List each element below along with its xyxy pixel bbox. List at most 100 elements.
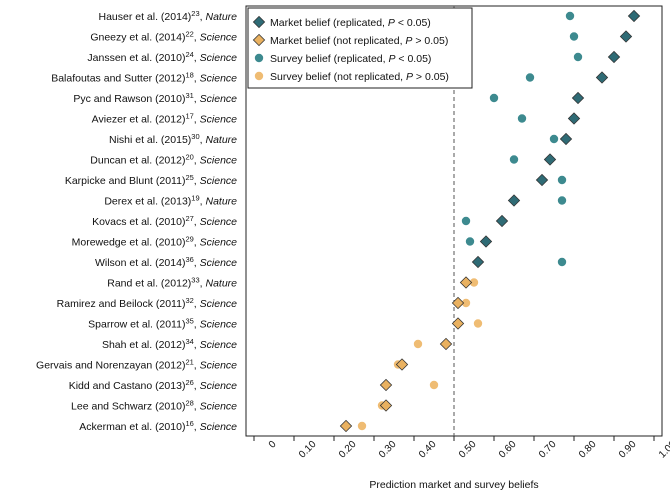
legend-text: Survey belief (replicated, xyxy=(270,53,388,65)
legend-condition: > 0.05) xyxy=(412,35,448,47)
study-separator: , xyxy=(200,277,206,289)
study-ref: 31 xyxy=(185,90,193,99)
market-point xyxy=(619,30,633,43)
market-point xyxy=(451,317,465,330)
study-ref: 21 xyxy=(185,357,193,366)
study-name: Hauser et al. (2014) xyxy=(98,11,191,23)
study-name: Nishi et al. (2015) xyxy=(109,134,191,146)
x-tick-label: 0.40 xyxy=(417,439,439,461)
study-journal: Science xyxy=(200,380,238,392)
x-tick-label: 1.00 xyxy=(657,439,670,461)
study-label: Ramirez and Beilock (2011)32, Science xyxy=(57,295,237,310)
study-separator: , xyxy=(194,400,200,412)
study-journal: Science xyxy=(200,72,238,84)
study-journal: Science xyxy=(200,298,238,310)
x-tick-label: 0.70 xyxy=(537,439,559,461)
study-label: Rand et al. (2012)33, Nature xyxy=(107,275,237,290)
study-journal: Science xyxy=(200,175,238,187)
legend-text: Survey belief (not replicated, xyxy=(270,71,406,83)
market-point xyxy=(451,296,465,310)
study-ref: 34 xyxy=(185,336,193,345)
study-separator: , xyxy=(194,380,200,392)
study-ref: 30 xyxy=(191,131,199,140)
study-ref: 18 xyxy=(185,70,193,79)
survey-point xyxy=(461,216,471,226)
market-point xyxy=(595,71,609,84)
study-journal: Science xyxy=(200,52,238,64)
study-journal: Science xyxy=(200,154,238,166)
legend-label: Survey belief (replicated, P < 0.05) xyxy=(270,53,431,65)
study-separator: , xyxy=(194,257,200,269)
study-ref: 36 xyxy=(185,254,193,263)
x-tick-label: 0.10 xyxy=(297,439,319,461)
study-label: Wilson et al. (2014)36, Science xyxy=(95,254,237,269)
study-label: Sparrow et al. (2011)35, Science xyxy=(88,316,237,331)
data-markers xyxy=(339,9,641,433)
study-journal: Science xyxy=(200,257,238,269)
market-point xyxy=(607,50,621,64)
study-separator: , xyxy=(194,31,200,43)
study-label: Karpicke and Blunt (2011)25, Science xyxy=(65,172,237,187)
study-label: Gervais and Norenzayan (2012)21, Science xyxy=(36,357,237,372)
study-separator: , xyxy=(194,339,200,351)
legend-p: P xyxy=(405,35,412,47)
market-point xyxy=(535,173,549,187)
study-journal: Science xyxy=(200,318,238,330)
study-name: Morewedge et al. (2010) xyxy=(72,236,186,248)
market-point xyxy=(439,337,453,351)
survey-point xyxy=(517,114,527,123)
market-point xyxy=(379,378,393,392)
market-point xyxy=(379,399,393,412)
x-tick-label: 0.80 xyxy=(577,439,599,461)
study-label: Aviezer et al. (2012)17, Science xyxy=(92,111,237,126)
survey-point xyxy=(525,73,535,82)
study-ref: 20 xyxy=(185,152,193,161)
study-separator: , xyxy=(194,93,200,105)
study-ref: 33 xyxy=(191,275,199,284)
study-name: Wilson et al. (2014) xyxy=(95,257,185,269)
study-labels: Hauser et al. (2014)23, Nature Gneezy et … xyxy=(36,8,238,433)
legend-label: Market belief (replicated, P < 0.05) xyxy=(270,17,431,29)
survey-point xyxy=(465,237,475,246)
market-point xyxy=(571,91,585,105)
study-journal: Science xyxy=(200,359,238,371)
study-ref: 24 xyxy=(185,49,193,58)
market-point xyxy=(395,358,409,371)
legend-p: P xyxy=(388,17,395,29)
study-journal: Science xyxy=(200,216,238,228)
study-separator: , xyxy=(194,298,200,310)
study-name: Kidd and Castano (2013) xyxy=(69,380,186,392)
study-journal: Science xyxy=(200,31,238,43)
legend-label: Survey belief (not replicated, P > 0.05) xyxy=(270,71,449,83)
survey-point xyxy=(549,134,559,144)
survey-point xyxy=(473,319,483,328)
study-journal: Science xyxy=(200,113,238,125)
study-separator: , xyxy=(194,52,200,64)
study-journal: Science xyxy=(200,421,238,433)
market-point xyxy=(459,276,473,289)
study-journal: Nature xyxy=(205,134,237,146)
survey-point xyxy=(469,278,479,287)
study-name: Karpicke and Blunt (2011) xyxy=(65,175,186,187)
study-ref: 28 xyxy=(185,398,193,407)
study-label: Shah et al. (2012)34, Science xyxy=(102,336,237,351)
study-separator: , xyxy=(194,421,200,433)
study-journal: Nature xyxy=(205,195,237,207)
survey-point xyxy=(461,298,471,308)
study-label: Ackerman et al. (2010)16, Science xyxy=(79,418,237,433)
study-ref: 17 xyxy=(185,111,193,120)
study-label: Morewedge et al. (2010)29, Science xyxy=(72,234,238,249)
study-name: Rand et al. (2012) xyxy=(107,277,191,289)
study-label: Balafoutas and Sutter (2012)18, Science xyxy=(51,70,237,85)
study-ref: 32 xyxy=(185,295,193,304)
study-journal: Science xyxy=(200,339,238,351)
study-label: Hauser et al. (2014)23, Nature xyxy=(98,8,237,23)
study-name: Gneezy et al. (2014) xyxy=(90,31,185,43)
market-point xyxy=(627,9,641,23)
x-tick-label: 0.60 xyxy=(497,439,519,461)
study-journal: Science xyxy=(200,93,238,105)
study-label: Pyc and Rawson (2010)31, Science xyxy=(73,90,237,105)
study-separator: , xyxy=(194,359,200,371)
